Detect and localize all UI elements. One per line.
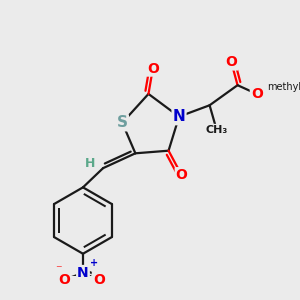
Text: O: O	[58, 273, 70, 287]
Text: N: N	[173, 109, 185, 124]
Text: S: S	[117, 115, 128, 130]
Text: O: O	[93, 273, 105, 287]
Text: CH₃: CH₃	[206, 125, 228, 135]
Text: ⁻: ⁻	[55, 263, 62, 276]
Text: O: O	[226, 56, 237, 70]
Text: H: H	[85, 157, 95, 170]
Text: N: N	[77, 266, 89, 280]
Text: O: O	[147, 61, 159, 76]
Text: O: O	[176, 168, 188, 182]
Text: +: +	[90, 258, 98, 268]
Text: methyl: methyl	[267, 82, 300, 92]
Text: O: O	[251, 87, 263, 101]
